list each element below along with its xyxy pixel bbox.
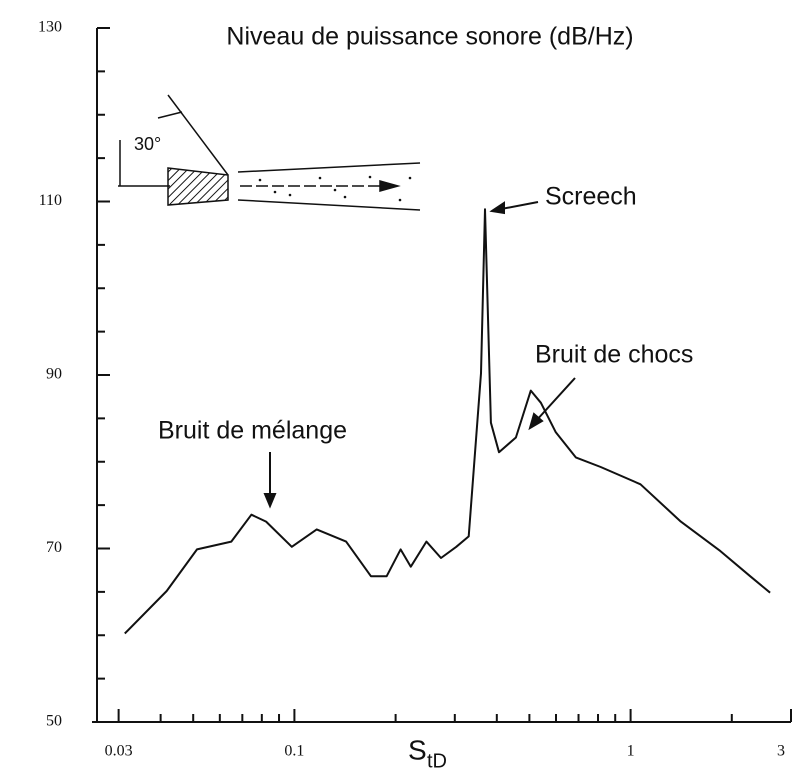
annotation: Screech — [545, 183, 637, 211]
annotation: Bruit de chocs — [535, 341, 693, 369]
y-tick-label: 130 — [38, 19, 62, 36]
x-tick-label: 1 — [627, 743, 635, 760]
annotation: Bruit de mélange — [158, 417, 347, 445]
nozzle-diagram — [118, 94, 421, 211]
x-axis-label-sub: tD — [427, 750, 447, 769]
x-tick-label: 0.1 — [284, 743, 304, 760]
y-tick-label: 50 — [46, 713, 62, 730]
chart-title: Niveau de puissance sonore (dB/Hz) — [226, 23, 633, 51]
spectrum-line — [124, 208, 771, 635]
x-axis-label: S — [408, 734, 427, 765]
y-tick-label: 110 — [39, 192, 62, 209]
x-tick-label: 0.03 — [105, 743, 133, 760]
y-tick-label: 70 — [46, 539, 62, 556]
arrows — [263, 201, 576, 509]
annotation: 30° — [134, 134, 161, 154]
x-tick-label: 3 — [777, 743, 785, 760]
y-tick-label: 90 — [46, 366, 62, 383]
